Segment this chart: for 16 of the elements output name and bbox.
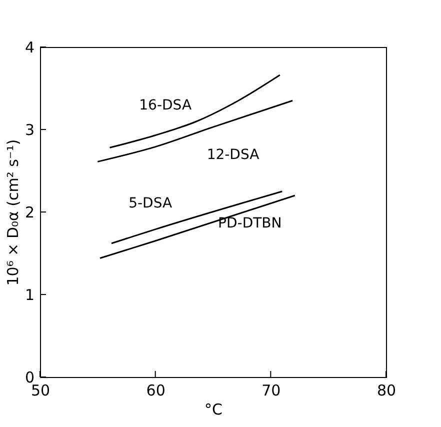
x-tick-label: 70 — [262, 382, 281, 400]
x-tick-label: 60 — [146, 382, 166, 400]
x-tick-label: 80 — [376, 382, 396, 400]
series-label: 16-DSA — [139, 97, 192, 114]
y-tick-label: 3 — [24, 121, 34, 139]
x-axis-title: °C — [204, 400, 222, 418]
y-axis-title: 10⁶ × D₀α (cm² s⁻¹) — [4, 139, 22, 286]
y-tick-label: 4 — [24, 38, 34, 56]
series-label: PD-DTBN — [218, 216, 282, 232]
y-tick-label: 1 — [24, 286, 34, 304]
series-label: 5-DSA — [128, 195, 172, 212]
line-series — [96, 100, 294, 162]
x-tick-label: 50 — [30, 382, 50, 400]
series-label: 12-DSA — [206, 147, 260, 164]
line-series — [109, 74, 281, 148]
y-tick-label: 2 — [24, 204, 34, 222]
